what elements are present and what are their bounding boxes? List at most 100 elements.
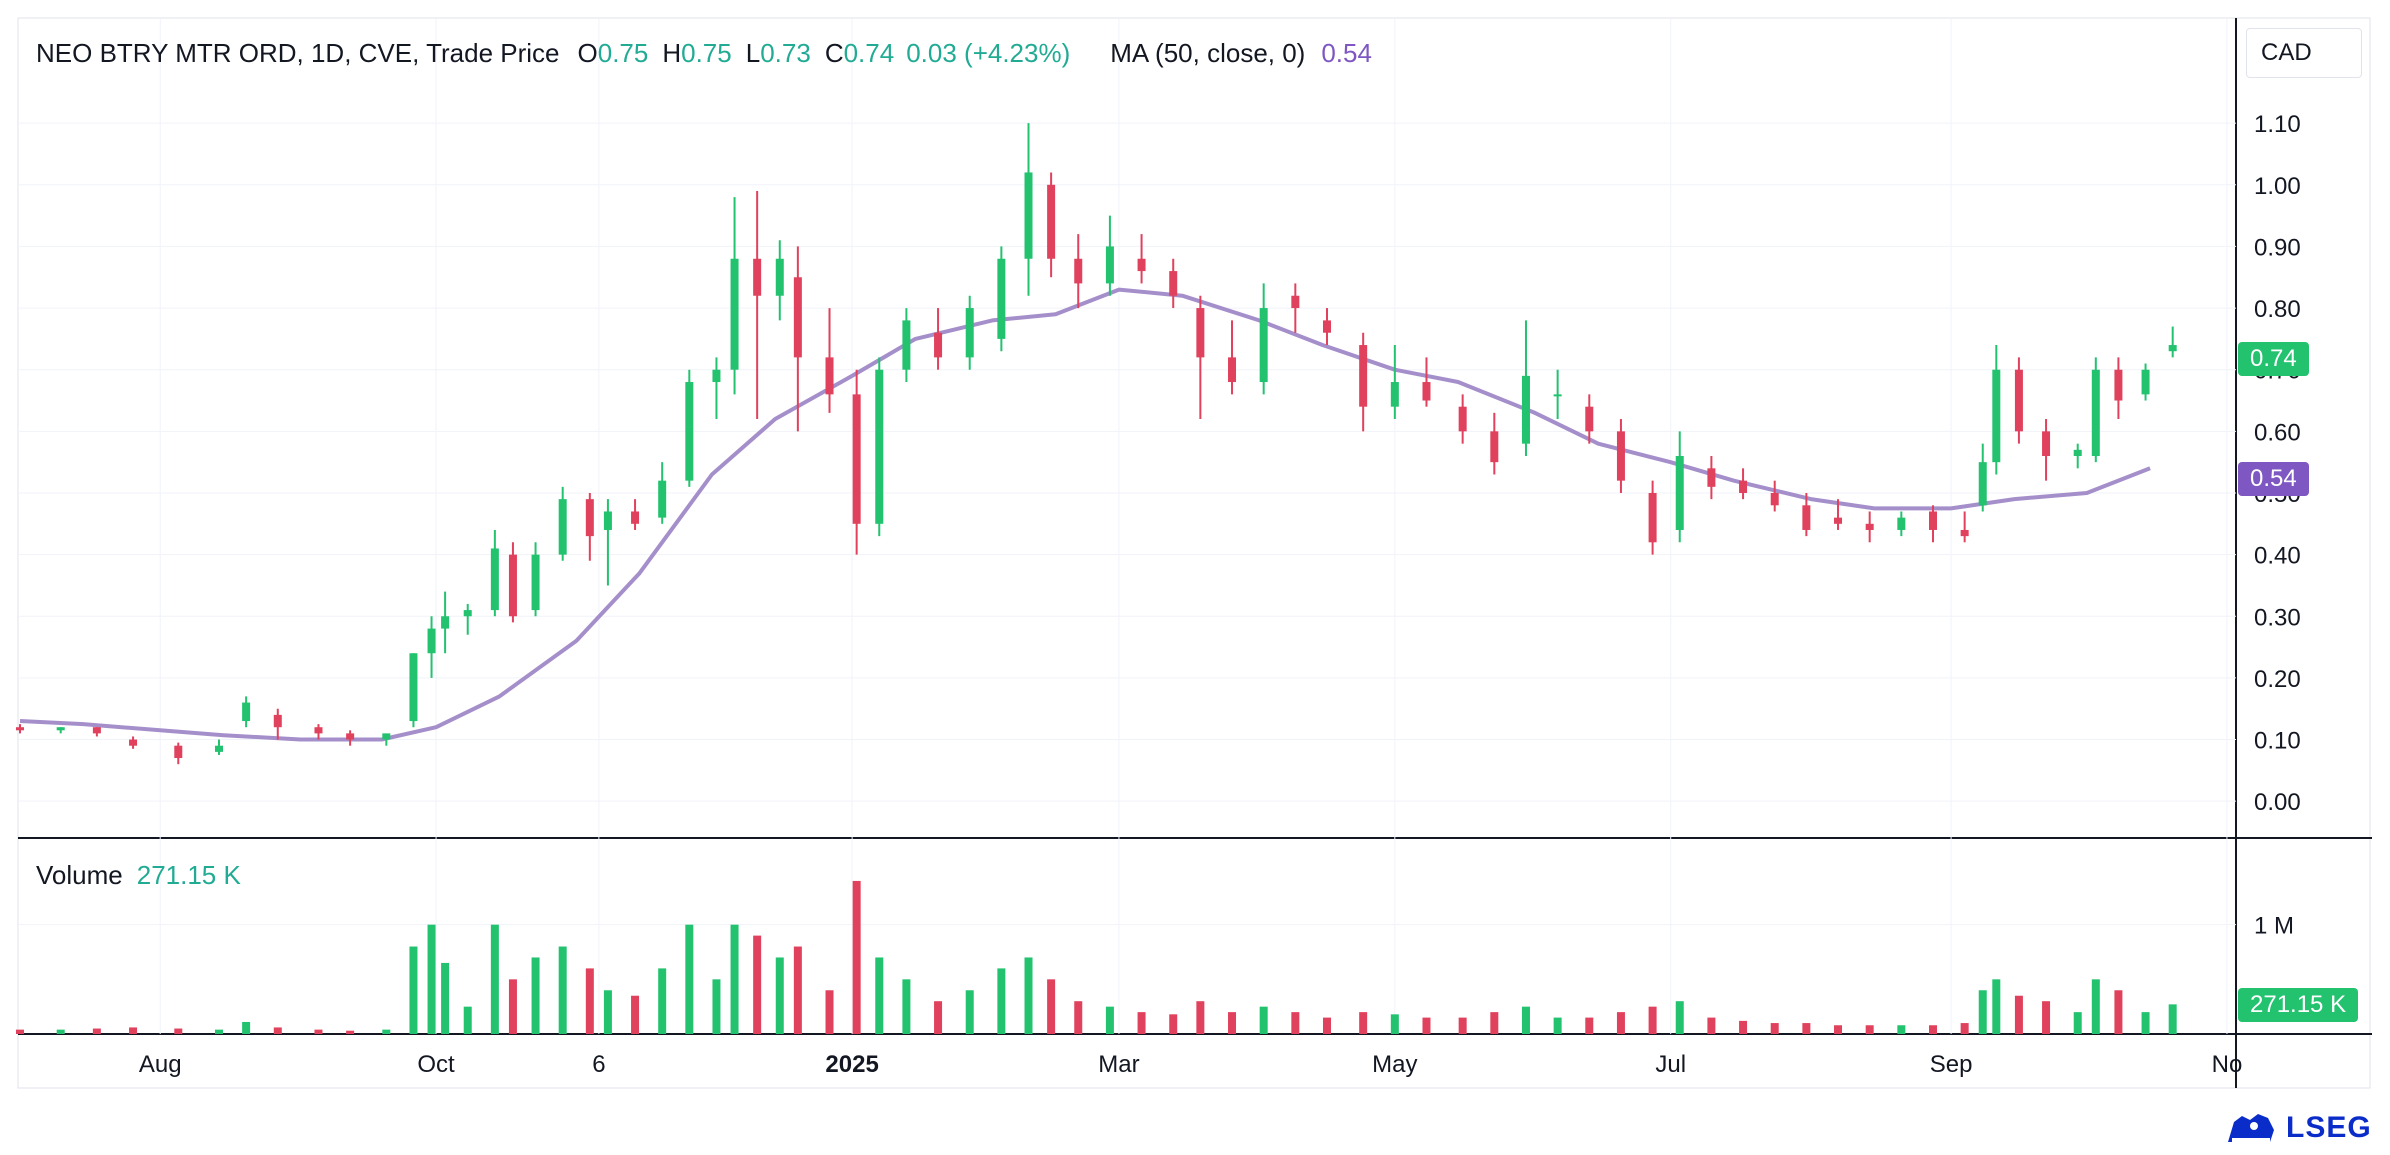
volume-bar xyxy=(1865,1025,1874,1034)
currency-button[interactable]: CAD xyxy=(2246,28,2362,78)
lseg-lion-icon xyxy=(2228,1114,2274,1142)
close-value: 0.74 xyxy=(843,38,895,68)
candle-body xyxy=(1490,431,1499,463)
candle-body xyxy=(1074,258,1083,284)
candle-body xyxy=(585,499,594,537)
candle-body xyxy=(825,357,834,395)
volume-bar xyxy=(775,957,784,1034)
candle-body xyxy=(2091,369,2100,456)
time-tick-label: Oct xyxy=(417,1051,455,1078)
volume-bar xyxy=(1585,1017,1594,1034)
volume-bar xyxy=(1169,1014,1178,1034)
candle-body xyxy=(875,369,884,524)
volume-bar xyxy=(1359,1012,1368,1034)
candle-body xyxy=(1169,271,1178,296)
candle-body xyxy=(603,511,612,530)
volume-bar xyxy=(1739,1020,1748,1034)
volume-bar xyxy=(508,979,517,1034)
volume-bar xyxy=(174,1028,183,1034)
candle-body xyxy=(314,727,323,734)
volume-bar xyxy=(382,1029,391,1034)
axis-layer: 0.000.100.200.300.400.500.600.700.800.90… xyxy=(139,111,2301,1078)
candle-body xyxy=(16,727,24,731)
volume-bar xyxy=(346,1030,355,1034)
volume-bar xyxy=(1074,1001,1083,1034)
volume-bar xyxy=(314,1029,323,1034)
candle-body xyxy=(1322,320,1331,333)
candle-body xyxy=(902,320,911,370)
candle-body xyxy=(2042,431,2051,456)
candle-body xyxy=(346,733,355,740)
candle-body xyxy=(441,616,450,629)
volume-bar xyxy=(1616,1012,1625,1034)
volume-bar xyxy=(852,880,861,1034)
candle-body xyxy=(174,745,183,759)
price-tick-label: 1.00 xyxy=(2254,173,2301,200)
candle-body xyxy=(129,739,138,746)
candle-body xyxy=(934,332,943,358)
volume-bar xyxy=(2091,979,2100,1034)
candle-body xyxy=(409,653,418,722)
volume-bar xyxy=(1422,1017,1431,1034)
time-tick-label: 6 xyxy=(592,1051,605,1078)
candle-body xyxy=(531,554,540,611)
candle-body xyxy=(852,394,861,524)
ma-value: 0.54 xyxy=(1321,38,1372,68)
volume-bar xyxy=(875,957,884,1034)
volume-bar xyxy=(1490,1012,1499,1034)
volume-bar xyxy=(1553,1017,1562,1034)
candle-body xyxy=(1616,431,1625,481)
candle-body xyxy=(631,511,640,524)
candle-body xyxy=(1960,529,1969,537)
moving-average-line xyxy=(19,287,2151,742)
volume-bar xyxy=(463,1006,472,1034)
candle-body xyxy=(558,499,567,555)
volume-bar xyxy=(1707,1017,1716,1034)
volume-bar xyxy=(1802,1023,1811,1034)
candle-body xyxy=(1259,308,1268,383)
candle-body xyxy=(1865,523,1874,530)
volume-bar xyxy=(1322,1017,1331,1034)
candle-body xyxy=(712,369,721,383)
candle-body xyxy=(1553,394,1562,397)
volume-bar xyxy=(902,979,911,1034)
candle-body xyxy=(775,258,784,296)
volume-bar xyxy=(242,1021,251,1034)
volume-bar xyxy=(129,1027,138,1034)
time-tick-label: 2025 xyxy=(825,1051,878,1078)
volume-bar xyxy=(825,990,834,1034)
candle-body xyxy=(1422,382,1431,401)
candle-body xyxy=(1802,505,1811,530)
price-tick-label: 0.20 xyxy=(2254,666,2301,693)
volume-bar xyxy=(427,924,436,1034)
candle-body xyxy=(1228,357,1237,383)
candle-body xyxy=(1390,382,1399,407)
chart-frame xyxy=(17,17,2371,1089)
volume-bar xyxy=(1978,990,1987,1034)
volume-bar xyxy=(1960,1023,1969,1034)
volume-tick-label: 1 M xyxy=(2254,913,2294,940)
candle-body xyxy=(2073,449,2082,456)
volume-bar xyxy=(685,924,694,1034)
ma-value-badge: 0.54 xyxy=(2238,462,2309,496)
candle-body xyxy=(1648,492,1657,543)
volume-bar xyxy=(965,990,974,1034)
volume-bar xyxy=(1291,1012,1300,1034)
volume-bar xyxy=(1834,1025,1843,1034)
candle-body xyxy=(1521,375,1530,444)
time-tick-label: Jul xyxy=(1655,1051,1686,1078)
time-tick-label: Aug xyxy=(139,1051,182,1078)
volume-bar xyxy=(56,1029,65,1034)
candle-body xyxy=(2168,345,2177,352)
candle-body xyxy=(1992,369,2001,463)
volume-bar xyxy=(531,957,540,1034)
brand-name: LSEG xyxy=(2286,1111,2372,1144)
volume-bar xyxy=(1648,1006,1657,1034)
candle-body xyxy=(730,258,739,370)
volume-bar xyxy=(2073,1012,2082,1034)
volume-bar xyxy=(730,924,739,1034)
volume-bar xyxy=(1992,979,2001,1034)
volume-bar xyxy=(1897,1025,1906,1034)
